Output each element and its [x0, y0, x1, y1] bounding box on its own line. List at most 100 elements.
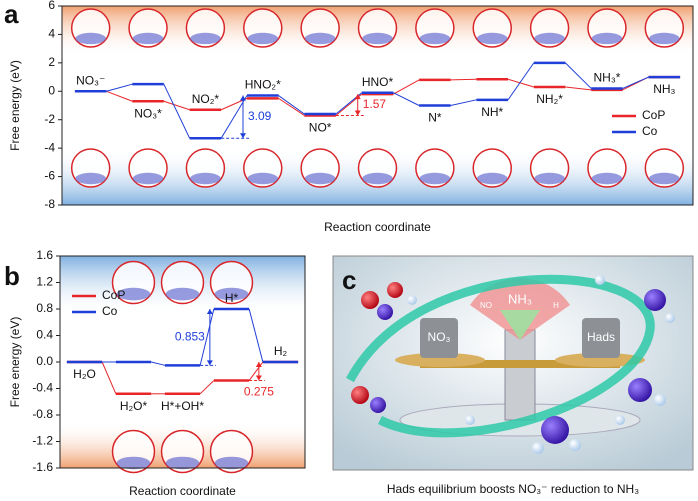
- caption: Hads equilibrium boosts NO₃⁻ reduction t…: [387, 482, 639, 496]
- y-axis-label: Free energy (eV): [8, 317, 22, 408]
- connector: [278, 95, 305, 115]
- connector: [507, 78, 534, 88]
- y-tick-label: 0.4: [36, 328, 53, 342]
- y-tick-label: 0.0: [36, 354, 53, 368]
- x-axis-label: Reaction coordinate: [324, 220, 431, 234]
- gauge: [470, 278, 570, 340]
- pan: [555, 353, 645, 367]
- surface: [75, 172, 106, 185]
- connector: [450, 99, 477, 106]
- plot-frame: [61, 5, 694, 206]
- category-label: H₂O*: [120, 399, 148, 413]
- balance-pole: [504, 329, 536, 421]
- category-label: HNO₂*: [245, 78, 281, 92]
- surface: [649, 32, 680, 45]
- legend-label: Co: [102, 304, 118, 318]
- connector: [393, 92, 420, 106]
- connector: [248, 361, 264, 381]
- atom: [387, 282, 403, 298]
- connector: [565, 62, 592, 89]
- y-tick-label: -4: [44, 140, 55, 154]
- connector: [199, 308, 215, 366]
- surface: [116, 456, 151, 470]
- panel-letter: b: [4, 261, 20, 291]
- category-label: NO₃*: [134, 106, 162, 120]
- surface: [116, 287, 151, 301]
- y-tick-label: 1.2: [36, 275, 53, 289]
- gauge-label: NH₃: [508, 291, 532, 306]
- annotation: 1.57: [363, 97, 387, 111]
- arrow-head: [206, 360, 213, 366]
- surface: [362, 32, 393, 45]
- y-axis-label: Free energy (eV): [8, 60, 22, 151]
- y-tick-label: -6: [44, 169, 55, 183]
- legend-label: Co: [642, 124, 658, 138]
- y-tick-label: 6: [48, 0, 55, 12]
- category-label: NH₃*: [594, 71, 621, 85]
- y-tick-label: -0.4: [32, 381, 53, 395]
- surface: [362, 172, 393, 185]
- surface: [75, 32, 106, 45]
- y-tick-label: 2: [48, 55, 55, 69]
- atom: [465, 415, 475, 425]
- surface: [591, 172, 623, 185]
- category-label: H₂: [274, 344, 288, 358]
- surface: [477, 172, 508, 185]
- atom: [654, 394, 666, 406]
- panel-letter: a: [4, 0, 19, 29]
- surface: [477, 32, 508, 45]
- surface: [649, 172, 680, 185]
- panel-letter: c: [342, 265, 356, 295]
- surface: [419, 32, 451, 45]
- pan: [395, 353, 485, 367]
- connector: [507, 62, 535, 101]
- atom: [541, 416, 569, 444]
- arrow-head: [255, 362, 262, 367]
- connector: [151, 361, 165, 366]
- atom: [351, 386, 369, 404]
- atom: [361, 291, 379, 309]
- illustration: c NO₃ NH₃ Hads NO H: [332, 255, 694, 471]
- connector: [199, 380, 215, 395]
- atom: [569, 439, 581, 451]
- category-label: H*: [225, 291, 239, 305]
- surface: [304, 32, 336, 45]
- y-tick-label: -0.8: [32, 407, 53, 421]
- surface: [214, 456, 249, 470]
- weight-label: Hads: [587, 330, 615, 344]
- category-label: H₂O: [73, 367, 96, 381]
- connector: [106, 90, 133, 102]
- category-label: HNO*: [362, 75, 394, 89]
- surface: [165, 287, 200, 301]
- category-label: NH₃: [653, 82, 675, 96]
- y-tick-label: -1.6: [32, 460, 53, 474]
- gauge-center: [500, 310, 540, 340]
- connector: [393, 79, 420, 95]
- category-label: NH₂*: [536, 92, 563, 106]
- category-label: NO₂*: [192, 92, 220, 106]
- arrow-head: [354, 110, 361, 116]
- arrow-head: [239, 95, 246, 101]
- weight: [420, 318, 458, 358]
- surface: [190, 172, 221, 185]
- gauge-label: NO: [480, 301, 492, 310]
- atom: [615, 415, 625, 425]
- surface: [247, 32, 278, 45]
- annotation: 0.853: [175, 329, 205, 343]
- connector: [101, 361, 117, 394]
- surface: [132, 32, 164, 45]
- connector: [565, 86, 592, 91]
- x-axis-label: Reaction coordinate: [129, 484, 236, 498]
- atom: [595, 275, 605, 285]
- atom: [644, 289, 666, 311]
- ribbon: [346, 274, 655, 438]
- atom: [628, 378, 652, 402]
- connector: [163, 83, 191, 139]
- connector: [163, 100, 190, 111]
- atom: [407, 295, 417, 305]
- surface: [534, 172, 565, 185]
- connector: [106, 83, 133, 92]
- weight: [582, 318, 620, 358]
- arrow-head: [255, 375, 262, 381]
